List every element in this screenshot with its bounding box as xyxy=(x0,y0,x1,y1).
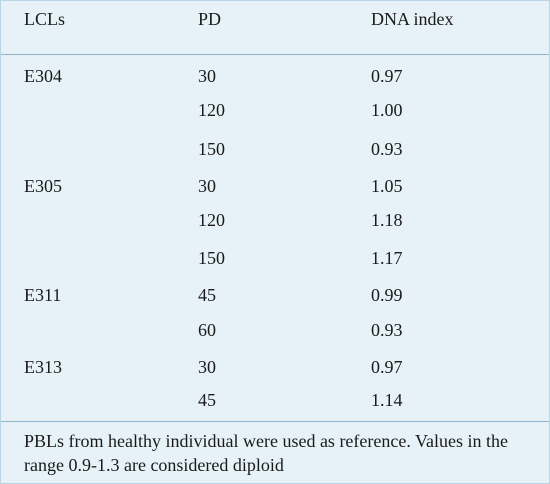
table-row-lcl: E305 xyxy=(24,176,62,196)
table-row-dna-index: 1.17 xyxy=(371,248,403,268)
table-row-lcl: E313 xyxy=(24,357,62,377)
table-row-lcl: E304 xyxy=(24,66,62,86)
table-row-pd: 30 xyxy=(198,176,216,196)
table-row-dna-index: 1.14 xyxy=(371,390,403,410)
table-row-dna-index: 1.00 xyxy=(371,100,403,120)
table-row-dna-index: 0.93 xyxy=(371,320,403,340)
table-row-pd: 120 xyxy=(198,100,225,120)
footer-divider xyxy=(1,421,549,422)
table-row-dna-index: 0.97 xyxy=(371,66,403,86)
header-dna-index: DNA index xyxy=(371,9,454,29)
table-row-pd: 45 xyxy=(198,285,216,305)
table-row-pd: 150 xyxy=(198,139,225,159)
table-row-dna-index: 0.93 xyxy=(371,139,403,159)
table-row-dna-index: 0.99 xyxy=(371,285,403,305)
table-row-pd: 30 xyxy=(198,66,216,86)
table-row-lcl: E311 xyxy=(24,285,62,305)
table-row-pd: 45 xyxy=(198,390,216,410)
table-row-pd: 30 xyxy=(198,357,216,377)
table-row-pd: 120 xyxy=(198,210,225,230)
header-pd: PD xyxy=(198,9,222,29)
header-divider xyxy=(1,54,549,55)
table-row-dna-index: 1.05 xyxy=(371,176,403,196)
table-footnote: PBLs from healthy individual were used a… xyxy=(24,431,509,475)
table-row-pd: 150 xyxy=(198,248,225,268)
table-row-dna-index: 0.97 xyxy=(371,357,403,377)
table-row-dna-index: 1.18 xyxy=(371,210,403,230)
header-lcls: LCLs xyxy=(24,9,66,29)
table-row-pd: 60 xyxy=(198,320,216,340)
